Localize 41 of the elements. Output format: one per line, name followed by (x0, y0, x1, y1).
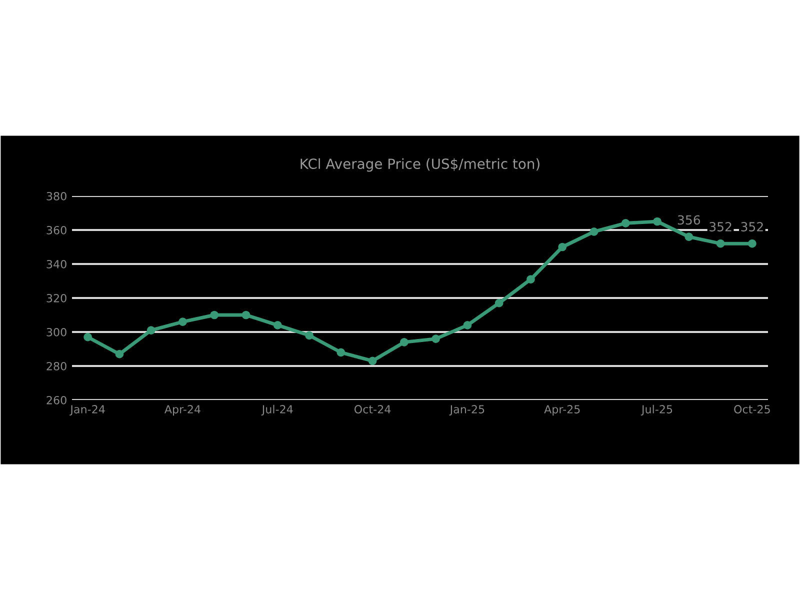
y-tick-label: 320 (46, 294, 66, 302)
point (242, 310, 250, 320)
y-tick-label: 260 (46, 396, 66, 404)
point (748, 239, 756, 248)
point (526, 275, 535, 284)
point (590, 228, 598, 236)
data-label: 352 (710, 222, 732, 232)
point (210, 310, 219, 320)
point (305, 331, 314, 340)
y-tick-label: 360 (46, 226, 66, 234)
y-tick-label: 380 (46, 192, 66, 200)
point (621, 219, 630, 228)
point (400, 338, 408, 346)
x-tick-label: Apr-25 (544, 405, 580, 416)
point (463, 321, 472, 330)
x-tick-label: Jul-24 (261, 404, 293, 416)
point (494, 298, 504, 308)
point (716, 239, 725, 248)
point (653, 217, 662, 226)
y-tick-label: 300 (46, 328, 66, 336)
point (115, 350, 124, 358)
point (558, 242, 567, 252)
y-tick-label: 340 (46, 260, 66, 268)
x-tick-label: Jan-25 (449, 405, 484, 416)
point (368, 356, 377, 366)
data-label: 356 (678, 215, 700, 225)
x-tick-label: Jan-24 (70, 405, 105, 416)
point (146, 326, 156, 334)
x-tick-label: Jul-25 (640, 404, 672, 416)
point (336, 348, 346, 357)
x-tick-label: Oct-25 (734, 405, 770, 414)
point (178, 318, 187, 326)
y-tick-label: 280 (46, 362, 66, 370)
x-tick-label: Apr-24 (164, 405, 200, 416)
point (684, 232, 694, 241)
point (84, 332, 92, 342)
point (273, 321, 282, 330)
data-label: 352 (741, 222, 763, 232)
x-tick-label: Oct-24 (354, 405, 391, 414)
point (432, 334, 440, 343)
chart-title: KCl Average Price (US$/metric ton) (300, 158, 540, 172)
